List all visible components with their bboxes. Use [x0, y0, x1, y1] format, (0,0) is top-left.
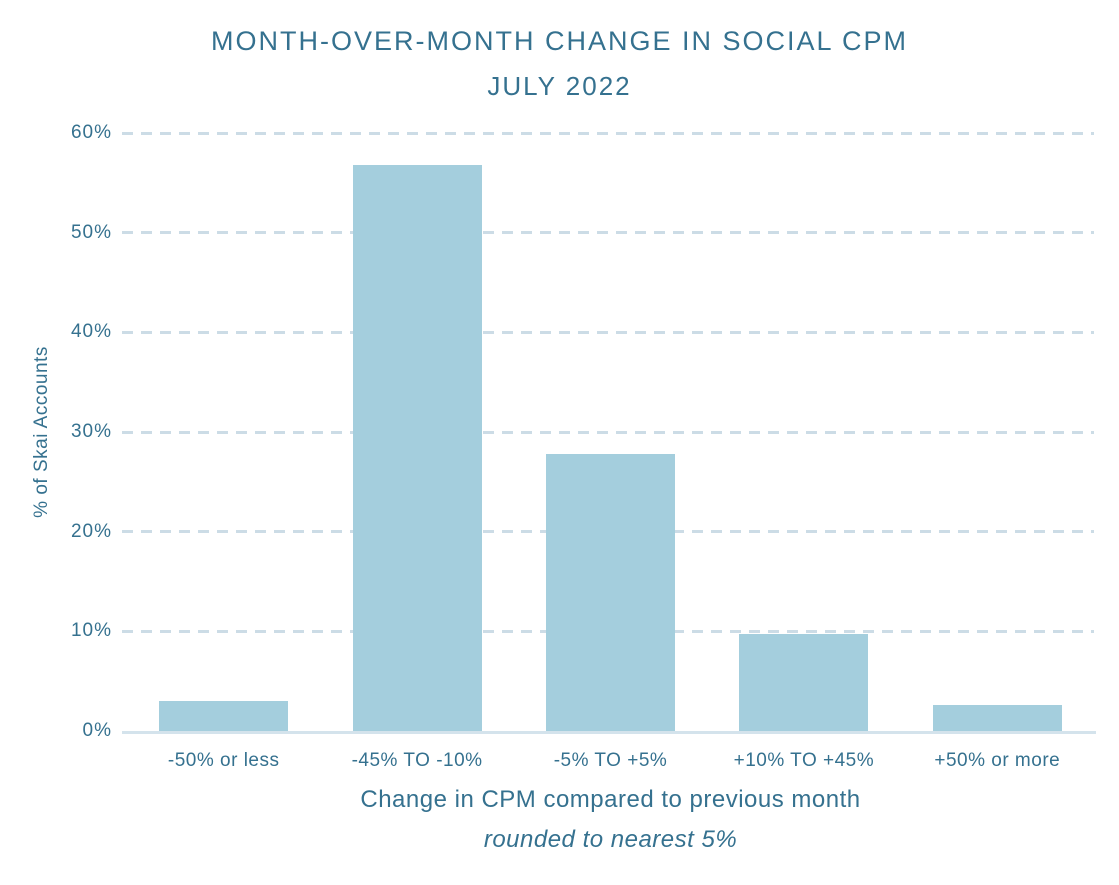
y-tick-label: 0%: [82, 720, 112, 741]
x-category-label: +50% or more: [934, 750, 1061, 771]
x-category-label: -45% TO -10%: [351, 750, 483, 771]
y-tick-label: 30%: [70, 421, 112, 442]
plot-area: [122, 131, 1096, 734]
y-axis-ticks: 0% 10% 20% 30% 40% 50% 60%: [0, 122, 112, 741]
y-tick-label: 40%: [70, 321, 112, 343]
y-tick-label: 60%: [70, 122, 112, 143]
bar: [352, 164, 482, 731]
y-tick-label: 50%: [70, 221, 112, 243]
bar: [159, 701, 289, 731]
chart-subtitle: JULY 2022: [487, 71, 632, 101]
gridline-40: [122, 330, 1094, 334]
x-category-label: -50% or less: [167, 750, 280, 771]
x-axis-title: Change in CPM compared to previous month: [360, 786, 861, 813]
gridline-50: [122, 231, 1094, 235]
y-tick-label: 20%: [70, 520, 112, 542]
bar: [739, 634, 869, 731]
x-axis-line: [122, 731, 1096, 734]
chart-title: MONTH-OVER-MONTH CHANGE IN SOCIAL CPM: [210, 26, 909, 56]
x-axis-category-labels: -50% or less -45% TO -10% -5% TO +5% +10% T…: [127, 750, 1094, 776]
y-tick-label: 10%: [70, 620, 112, 642]
bar: [546, 453, 675, 731]
x-category-label: +10% TO +45%: [733, 750, 875, 771]
x-axis-subtitle: rounded to nearest 5%: [483, 826, 738, 853]
bar: [932, 705, 1062, 731]
gridline-60: [122, 131, 1094, 135]
gridline-30: [122, 430, 1094, 434]
x-category-label: -5% TO +5%: [553, 750, 668, 771]
